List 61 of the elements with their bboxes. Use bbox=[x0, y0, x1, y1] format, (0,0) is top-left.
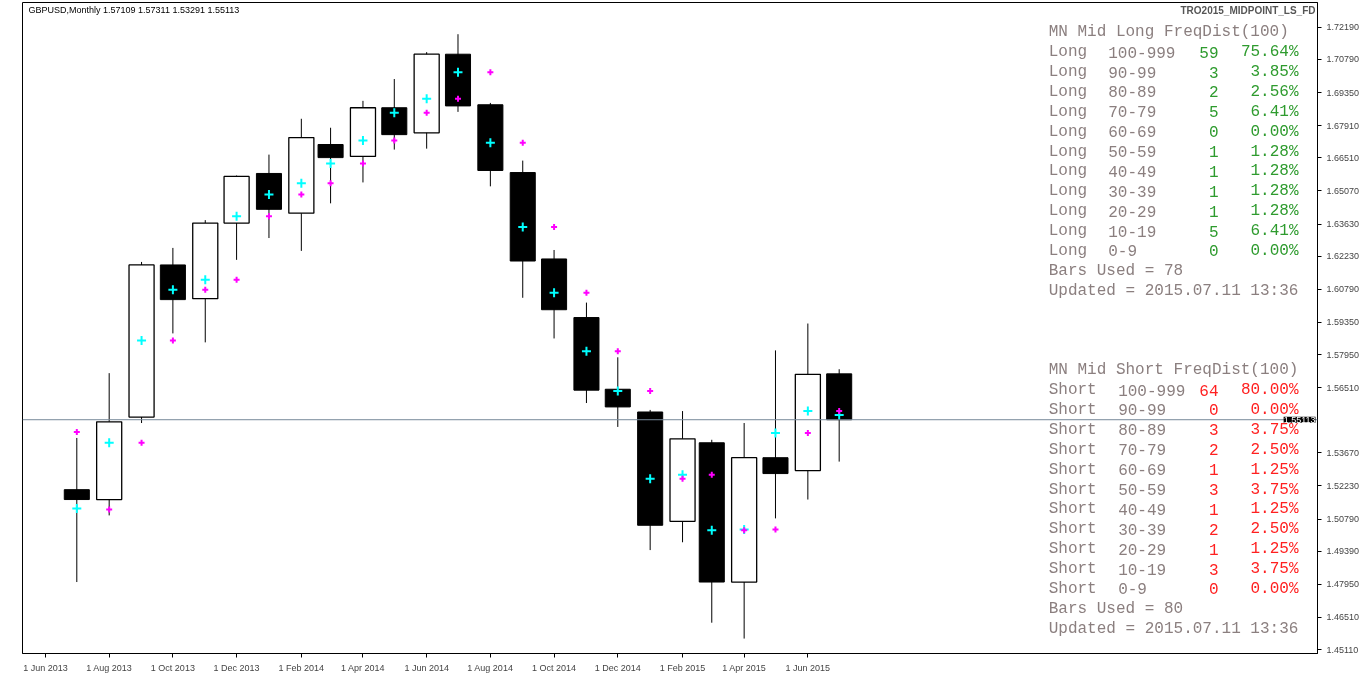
x-tick-label: 1 Apr 2014 bbox=[340, 662, 385, 673]
y-tick-label: 1.50790 bbox=[1326, 514, 1360, 525]
x-tick-label: 1 Jun 2015 bbox=[785, 662, 831, 673]
y-tick-label: 1.63630 bbox=[1326, 219, 1360, 230]
y-tick-label: 1.56510 bbox=[1326, 382, 1360, 393]
x-tick-label: 1 Jun 2014 bbox=[404, 662, 449, 673]
x-tick-label: 1 Oct 2014 bbox=[532, 662, 577, 673]
annotation: Bars Used = 80 bbox=[1048, 599, 1184, 618]
annotation: Bars Used = 78 bbox=[1048, 261, 1184, 280]
y-tick-label: 1.59350 bbox=[1326, 317, 1360, 328]
y-tick-label: 1.66510 bbox=[1326, 152, 1360, 163]
x-tick-label: 1 Aug 2013 bbox=[86, 662, 132, 673]
annotation: MN Mid Short FreqDist(100) bbox=[1048, 361, 1299, 380]
text: Long 30-39 1 1.28% bbox=[1048, 182, 1299, 202]
y-tick-label: 1.52230 bbox=[1326, 480, 1360, 491]
x-tick-label: 1 Feb 2015 bbox=[659, 662, 706, 673]
x-tick-label: 1 Feb 2014 bbox=[278, 662, 325, 673]
annotation: Updated = 2015.07.11 13:36 bbox=[1048, 619, 1299, 638]
text: Long 100-999 59 75.64% bbox=[1048, 43, 1299, 63]
text: Short 50-59 3 3.75% bbox=[1048, 480, 1299, 501]
y-tick-label: 1.70790 bbox=[1326, 54, 1360, 65]
text: Long 70-79 5 6.41% bbox=[1048, 102, 1299, 123]
text: Short 60-69 1 1.25% bbox=[1048, 460, 1299, 481]
text: Long 10-19 5 6.41% bbox=[1048, 222, 1299, 242]
y-tick-label: 1.47950 bbox=[1326, 579, 1360, 590]
text: Long 50-59 1 1.28% bbox=[1048, 142, 1299, 163]
x-tick-label: 1 Jun 2013 bbox=[23, 662, 68, 673]
text: Short 40-49 1 1.25% bbox=[1048, 500, 1299, 520]
y-tick-label: 1.53670 bbox=[1326, 447, 1360, 458]
y-tick-label: 1.67910 bbox=[1326, 120, 1360, 131]
chart-title: GBPUSD,Monthly 1.57109 1.57311 1.53291 1.55113 bbox=[28, 5, 240, 16]
text: Long 60-69 0 0.00% bbox=[1048, 122, 1299, 143]
annotation: TRO2015_MIDPOINT_LS_FD bbox=[1180, 4, 1316, 16]
y-tick-label: 1.65070 bbox=[1326, 185, 1360, 196]
text: Long 40-49 1 1.28% bbox=[1048, 162, 1299, 182]
annotation: Updated = 2015.07.11 13:36 bbox=[1048, 281, 1299, 300]
annotation: MN Mid Long FreqDist(100) bbox=[1048, 23, 1289, 42]
y-tick-label: 1.62230 bbox=[1326, 251, 1360, 262]
x-tick-label: 1 Oct 2013 bbox=[150, 662, 195, 673]
text: Short 70-79 2 2.50% bbox=[1048, 440, 1299, 461]
x-tick-label: 1 Dec 2014 bbox=[594, 662, 641, 673]
y-tick-label: 1.46510 bbox=[1326, 612, 1360, 623]
text: Long 90-99 3 3.85% bbox=[1048, 63, 1299, 83]
x-tick-label: 1 Aug 2014 bbox=[467, 662, 513, 673]
y-tick-label: 1.45110 bbox=[1326, 644, 1359, 655]
x-tick-label: 1 Apr 2015 bbox=[722, 662, 766, 673]
y-tick-label: 1.69350 bbox=[1326, 87, 1360, 98]
text: Long 0-9 0 0.00% bbox=[1048, 241, 1299, 262]
y-tick-label: 1.57950 bbox=[1326, 349, 1360, 360]
y-tick-label: 1.49390 bbox=[1326, 546, 1360, 557]
text: Short 100-999 64 80.00% bbox=[1048, 381, 1299, 401]
y-tick-label: 1.60790 bbox=[1326, 284, 1360, 295]
text: Short 20-29 1 1.25% bbox=[1048, 540, 1299, 560]
text: Long 80-89 2 2.56% bbox=[1048, 82, 1299, 103]
y-tick-label: 1.72190 bbox=[1326, 22, 1360, 33]
text: Long 20-29 1 1.28% bbox=[1048, 202, 1299, 222]
x-tick-label: 1 Dec 2013 bbox=[213, 662, 260, 673]
text: Short 10-19 3 3.75% bbox=[1048, 560, 1299, 580]
text: Short 30-39 2 2.50% bbox=[1048, 520, 1299, 540]
text: Short 0-9 0 0.00% bbox=[1048, 579, 1299, 600]
candlestick bbox=[63, 437, 90, 583]
